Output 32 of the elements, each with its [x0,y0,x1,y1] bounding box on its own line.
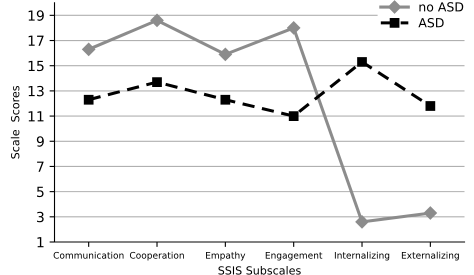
y-tick-label: 9 [36,136,44,147]
x-tick-label: Communication [54,252,124,259]
point [220,94,230,105]
y-tick-label: 19 [28,10,44,21]
x-tick-label: Cooperation [130,252,184,260]
point [424,206,437,220]
point [218,48,232,61]
point [152,77,162,87]
point [357,57,367,67]
y-tick-label: 13 [28,86,44,96]
y-tick-label: 17 [28,36,44,46]
y-tick-label: 11 [28,111,44,122]
y-tick-label: 1 [37,237,44,248]
legend-label: no ASD [419,2,464,12]
point [82,42,96,56]
point [355,215,369,228]
y-tick-label: 3 [37,212,44,222]
point [84,94,94,105]
y-tick-label: 15 [28,60,44,72]
x-tick-label: Engagement [266,252,322,260]
point [425,101,436,111]
legend-label: ASD [418,18,444,28]
y-tick-label: 5 [37,186,44,198]
x-tick-label: Internalizing [334,252,390,260]
point [287,21,300,35]
point [150,14,164,27]
y-axis-title: Scale Scores [10,86,20,159]
y-tick-label: 7 [37,162,44,172]
x-tick-label: Empathy [206,252,246,260]
x-tick-label: Externalizing [402,252,459,260]
point [288,111,299,121]
x-axis-title: SSIS Subscales [218,266,301,275]
